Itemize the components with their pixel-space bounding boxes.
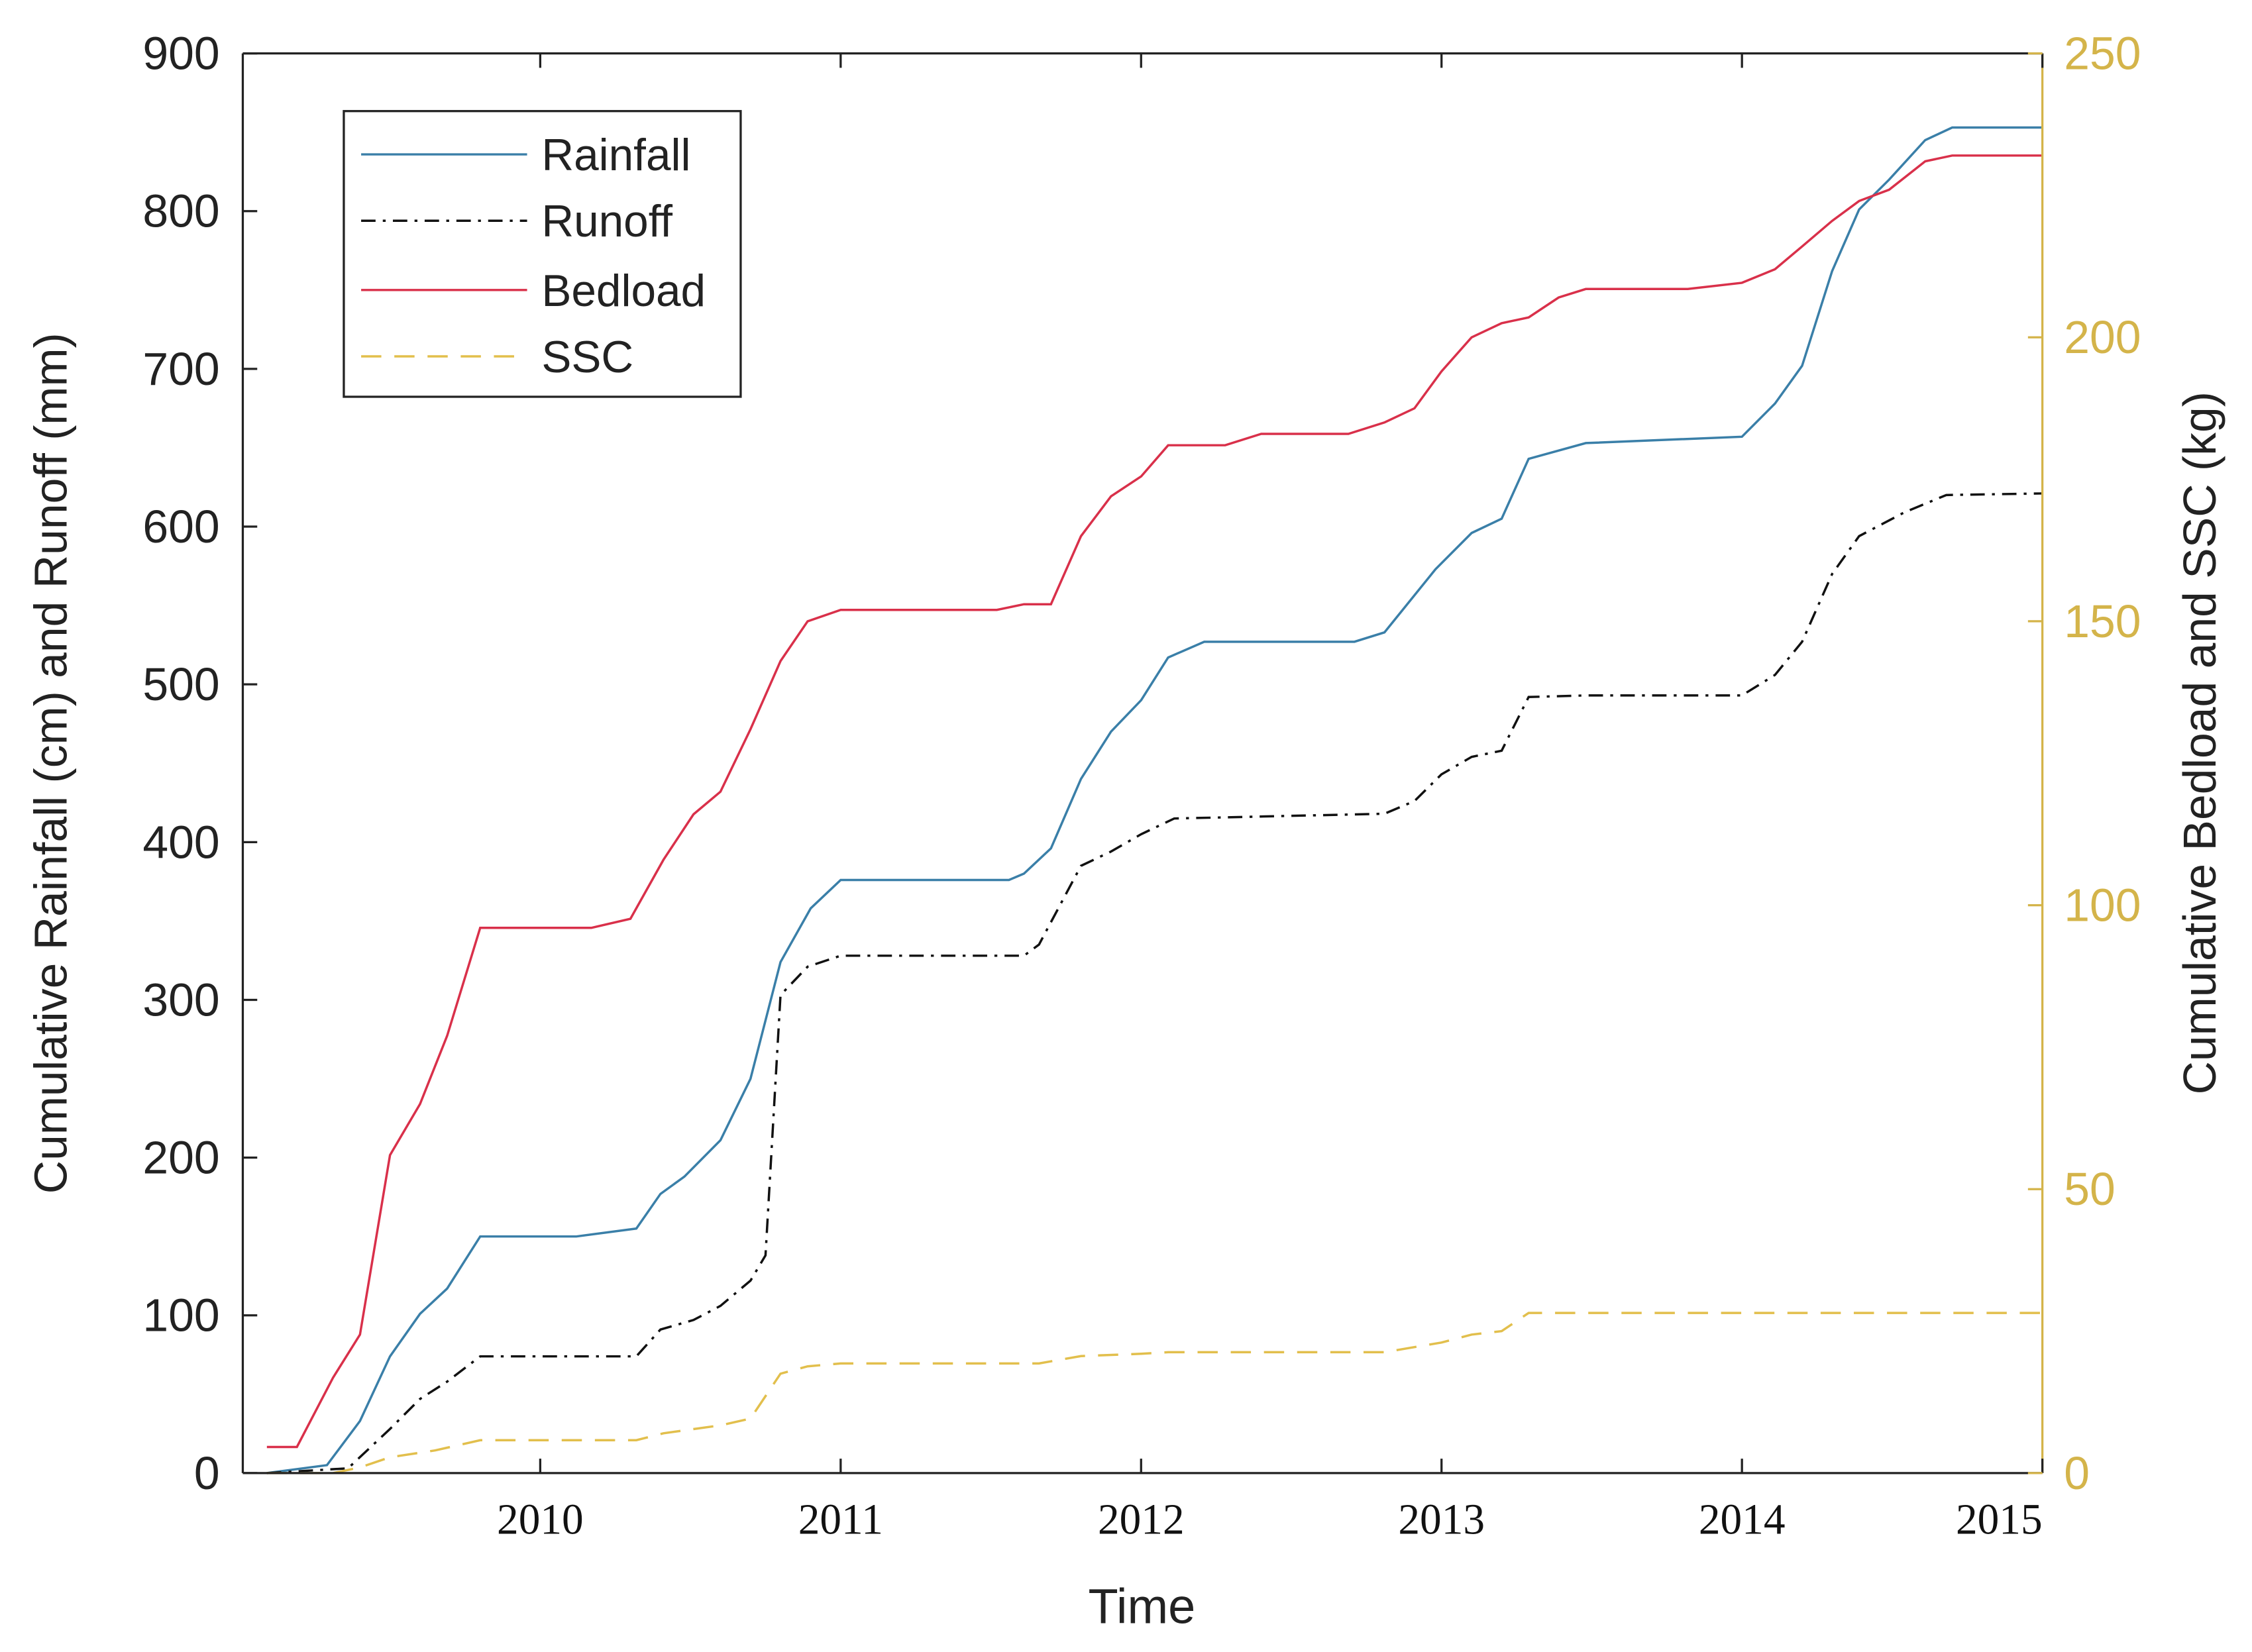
y-tick-label: 400 (142, 816, 219, 868)
y-tick-label: 700 (142, 343, 219, 395)
legend-item-ssc: SSC (361, 333, 633, 382)
x-tick-label: 2013 (1398, 1496, 1485, 1543)
y-tick-label: 200 (142, 1132, 219, 1184)
series-line-bedload (266, 154, 2043, 1449)
legend-label: Rainfall (541, 130, 690, 180)
y-axis-right-label: Cumulative Bedload and SSC (kg) (2174, 391, 2225, 1094)
y-tick-label: 900 (142, 28, 219, 79)
y-tick-label: 0 (194, 1447, 220, 1499)
legend-label: Bedload (541, 266, 706, 316)
series-line-runoff (266, 492, 2043, 1474)
legend-label: Runoff (541, 197, 672, 246)
x-tick-label: 2011 (798, 1496, 883, 1543)
x-tick-label: 2010 (497, 1496, 584, 1543)
legend-box (343, 110, 742, 398)
series-layer (266, 126, 2043, 1474)
legend-item-rainfall: Rainfall (361, 130, 691, 180)
x-tick-label: 2012 (1098, 1496, 1185, 1543)
ticks-layer: 2010 2011 2012 2013 2014 20150100200300400500… (142, 28, 2141, 1544)
y-right-tick-label: 250 (2064, 28, 2141, 79)
y-axis-label: Cumulative Rainfall (cm) and Runoff (mm) (25, 333, 77, 1194)
y-right-tick-label: 200 (2064, 311, 2141, 363)
y-tick-label: 600 (142, 501, 219, 552)
y-tick-label: 100 (142, 1290, 219, 1341)
series-line-ssc (266, 1312, 2043, 1474)
legend: Rainfall Runoff Bedload SSC (343, 110, 742, 398)
series-line-rainfall (266, 126, 2043, 1474)
y-right-tick-label: 0 (2064, 1447, 2090, 1499)
y-tick-label: 300 (142, 974, 219, 1025)
y-tick-label: 500 (142, 658, 219, 710)
y-right-tick-label: 100 (2064, 880, 2141, 931)
y-tick-label: 800 (142, 185, 219, 237)
y-right-tick-label: 50 (2064, 1163, 2116, 1215)
legend-item-runoff: Runoff (361, 197, 672, 246)
legend-label: SSC (541, 333, 633, 382)
y-right-tick-label: 150 (2064, 595, 2141, 647)
x-tick-label: 2015 (1956, 1496, 2043, 1543)
x-axis-label: Time (1089, 1578, 1196, 1633)
x-tick-label: 2014 (1699, 1496, 1786, 1543)
legend-item-bedload: Bedload (361, 266, 706, 316)
